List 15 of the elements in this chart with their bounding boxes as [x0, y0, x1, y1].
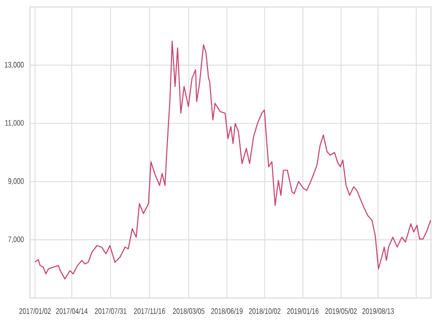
x-tick-label: 2018/10/02: [249, 308, 280, 314]
y-tick-label: 7,000: [8, 236, 24, 244]
y-tick-label: 9,000: [8, 178, 24, 185]
x-tick-label: 2017/01/02: [19, 308, 51, 314]
x-tick-label: 2018/03/05: [173, 308, 204, 314]
x-tick-label: 2017/11/16: [134, 308, 166, 314]
x-tick-label: 2017/07/31: [94, 308, 126, 314]
x-tick-label: 2019/05/02: [325, 308, 357, 314]
y-tick-label: 11,000: [5, 120, 24, 127]
line-series: [34, 40, 432, 280]
x-tick-label: 2019/08/13: [362, 308, 394, 314]
x-tick-label: 2019/01/16: [287, 308, 319, 314]
x-tick-label: 2017/04/14: [56, 308, 88, 314]
x-tick-label: 2018/06/19: [211, 308, 243, 314]
y-tick-label: 13,000: [4, 62, 24, 68]
